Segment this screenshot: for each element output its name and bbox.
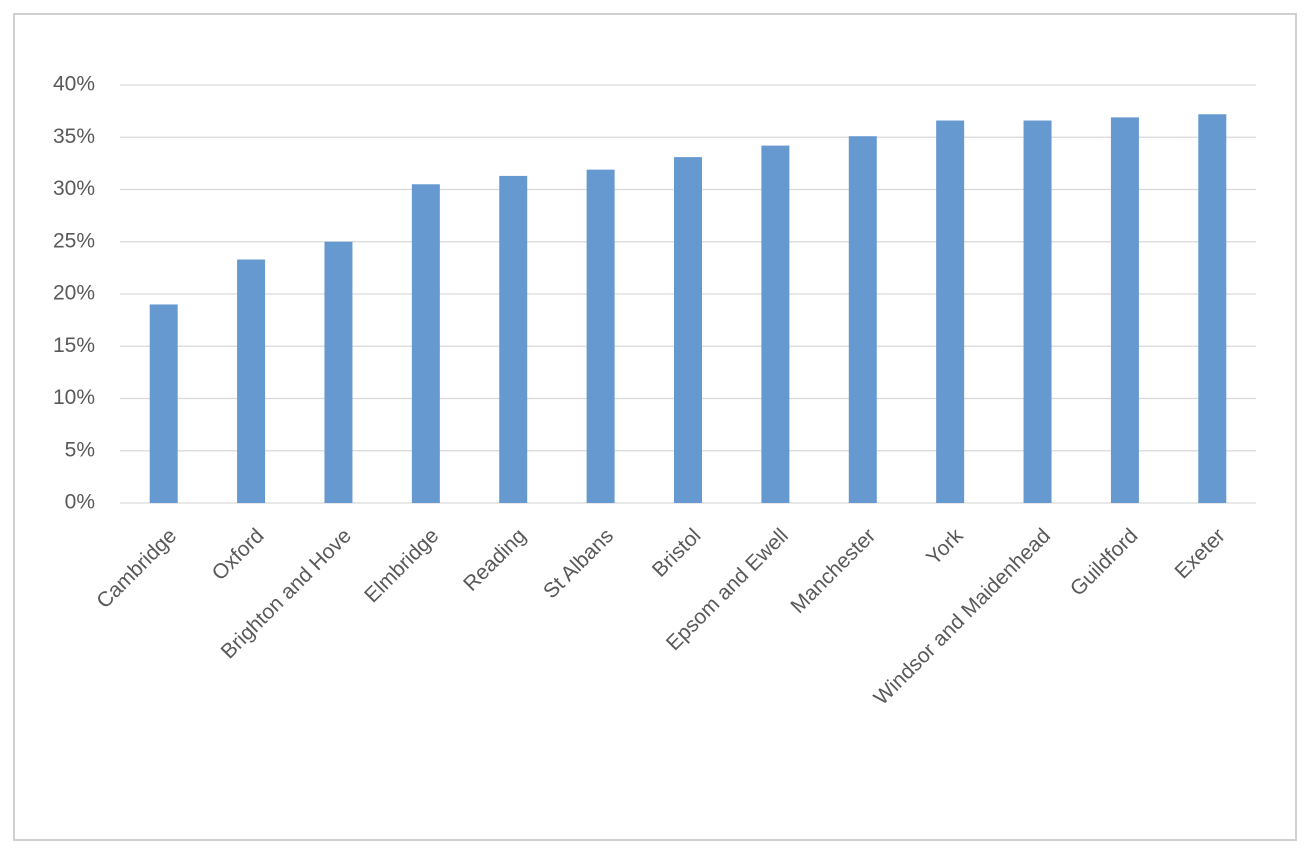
y-tick-label: 30%: [53, 177, 95, 200]
bar: [761, 145, 790, 504]
bar: [848, 136, 877, 503]
bar: [586, 169, 615, 503]
bar: [499, 175, 528, 504]
y-tick-label: 0%: [65, 491, 95, 514]
y-tick-label: 40%: [53, 73, 95, 96]
bar: [674, 157, 702, 504]
bar: [1023, 120, 1052, 503]
y-tick-label: 25%: [53, 229, 95, 252]
y-tick-label: 15%: [53, 334, 95, 357]
y-tick-label: 35%: [53, 125, 95, 148]
bar: [324, 241, 353, 503]
bar: [936, 120, 965, 503]
bar: [1110, 117, 1139, 504]
y-tick-label: 10%: [53, 386, 95, 409]
y-tick-label: 5%: [65, 438, 95, 461]
bar: [1198, 114, 1227, 503]
bar: [411, 184, 440, 503]
bar: [237, 259, 266, 503]
bar: [149, 304, 178, 503]
chart-frame: [13, 13, 1297, 841]
y-tick-label: 20%: [53, 282, 95, 305]
